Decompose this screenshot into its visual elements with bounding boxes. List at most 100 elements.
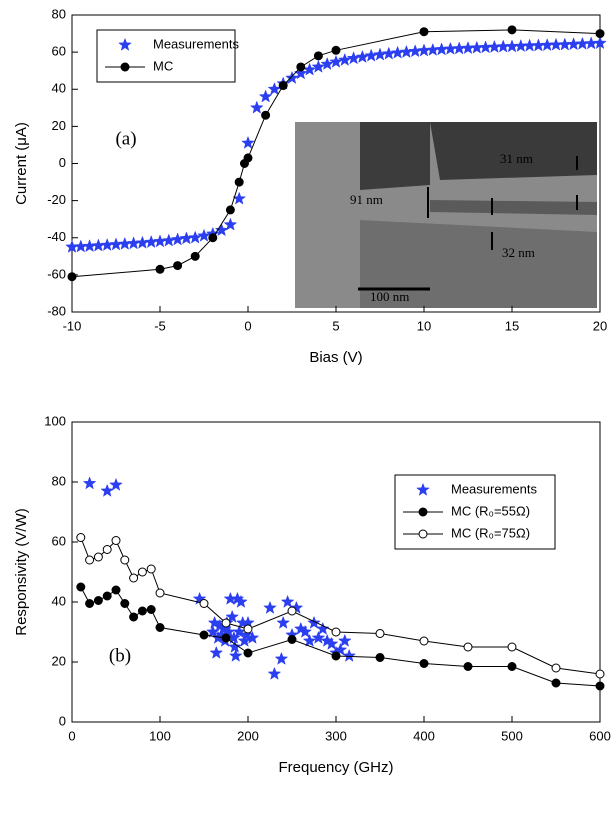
star-marker xyxy=(425,42,440,56)
inset-label: 31 nm xyxy=(500,151,533,166)
y-tick-label: 100 xyxy=(44,413,66,428)
circle-marker xyxy=(507,662,517,671)
star-marker xyxy=(188,230,203,244)
circle-marker xyxy=(331,45,341,55)
star-marker xyxy=(135,235,150,249)
circle-marker xyxy=(120,599,130,608)
star-marker xyxy=(434,42,449,56)
star-marker xyxy=(302,633,317,647)
circle-marker xyxy=(155,264,165,274)
star-marker xyxy=(540,38,555,52)
star-marker xyxy=(263,600,277,614)
circle-marker xyxy=(221,618,231,628)
star-marker xyxy=(298,624,313,638)
circle-marker xyxy=(129,573,139,583)
circle-marker xyxy=(111,585,121,595)
circle-marker xyxy=(111,536,121,545)
inset-wire xyxy=(430,200,597,215)
circle-marker xyxy=(146,605,156,614)
circle-marker xyxy=(221,633,231,643)
panel-label: (a) xyxy=(115,128,136,149)
star-marker xyxy=(469,40,484,54)
star-marker xyxy=(390,45,405,59)
star-marker xyxy=(531,38,546,52)
x-tick-label: -10 xyxy=(63,318,82,333)
inset-dark-region xyxy=(360,122,430,190)
circle-marker xyxy=(551,678,561,688)
circle-marker xyxy=(287,635,297,644)
star-marker xyxy=(443,41,458,55)
circle-marker xyxy=(463,642,473,652)
y-tick-label: -80 xyxy=(47,303,66,318)
circle-marker xyxy=(243,153,253,163)
circle-marker xyxy=(234,177,244,187)
circle-marker xyxy=(208,233,218,243)
circle-marker xyxy=(137,567,147,577)
circle-marker xyxy=(507,25,517,35)
star-marker xyxy=(461,40,475,55)
star-marker xyxy=(214,223,229,237)
star-marker xyxy=(399,44,414,58)
star-marker xyxy=(315,621,330,635)
star-marker xyxy=(487,39,502,53)
star-marker xyxy=(373,47,387,61)
circle-marker xyxy=(331,651,341,661)
star-marker xyxy=(337,633,352,647)
circle-marker xyxy=(287,606,297,616)
circle-marker xyxy=(375,629,385,638)
x-axis-label: Bias (V) xyxy=(309,349,362,366)
y-tick-label: -60 xyxy=(47,266,66,281)
series-line xyxy=(80,537,601,675)
circle-marker xyxy=(243,648,253,658)
circle-marker xyxy=(137,606,147,616)
x-tick-label: 100 xyxy=(149,728,171,743)
circle-marker xyxy=(199,599,209,608)
star-marker xyxy=(478,40,493,54)
plot: 0 100 200 300 400 500 600 0 20 40 60 80 100 Frequency… xyxy=(13,413,611,776)
star-marker xyxy=(416,482,430,496)
y-tick-label: 60 xyxy=(52,44,66,59)
circle-marker xyxy=(67,272,77,282)
star-marker xyxy=(320,56,335,70)
star-marker xyxy=(276,615,291,629)
star-marker xyxy=(307,615,321,629)
star-marker xyxy=(100,237,115,251)
circle-marker xyxy=(190,251,200,261)
x-tick-label: -5 xyxy=(154,318,166,333)
star-marker xyxy=(280,594,295,608)
x-tick-label: 200 xyxy=(237,728,259,743)
star-marker xyxy=(342,648,357,662)
panel-label: (b) xyxy=(109,645,131,666)
star-marker xyxy=(593,35,607,50)
circle-marker xyxy=(419,27,429,37)
circle-marker xyxy=(278,81,288,91)
star-marker xyxy=(118,37,132,51)
circle-marker xyxy=(85,555,95,565)
y-tick-label: 80 xyxy=(52,6,66,21)
y-tick-label: -40 xyxy=(47,229,66,244)
x-axis-label: Frequency (GHz) xyxy=(278,759,393,776)
x-tick-label: 500 xyxy=(501,728,523,743)
star-marker xyxy=(513,38,528,52)
star-marker xyxy=(311,59,326,73)
star-marker xyxy=(126,236,141,250)
circle-marker xyxy=(595,681,605,691)
star-marker xyxy=(223,217,238,231)
series-line xyxy=(80,586,601,687)
plot: -10 -5 0 5 10 15 20 -80 -60 -40 -20 0 20 40 60 80 Bias (… xyxy=(13,6,607,366)
circle-marker xyxy=(93,552,103,562)
y-tick-label: 20 xyxy=(52,118,66,133)
x-tick-label: 15 xyxy=(505,318,519,333)
x-tick-label: 0 xyxy=(244,318,251,333)
circle-marker xyxy=(375,653,385,662)
circle-marker xyxy=(85,599,95,608)
star-marker xyxy=(209,645,224,659)
star-marker xyxy=(228,648,243,662)
star-marker xyxy=(153,234,167,248)
star-marker xyxy=(584,36,599,50)
circle-marker xyxy=(146,564,156,574)
circle-marker xyxy=(225,205,235,215)
star-marker xyxy=(329,54,343,68)
circle-marker xyxy=(129,612,139,622)
